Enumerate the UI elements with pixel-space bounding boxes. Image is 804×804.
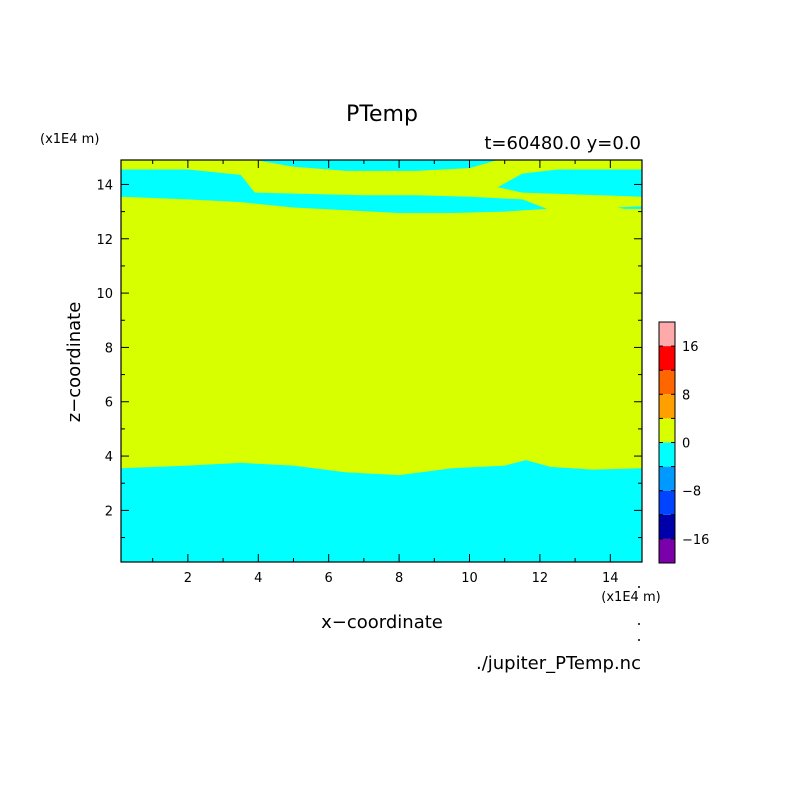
colorbar: −16 −8 0 8 16 <box>658 321 709 564</box>
x-tick-label: 6 <box>325 571 333 586</box>
x-tick-label: 12 <box>532 571 549 586</box>
colorbar-swatch <box>659 490 675 515</box>
colorbar-tick-label: 16 <box>682 340 699 355</box>
colorbar-tick-label: −8 <box>682 485 701 500</box>
region-negative-lower <box>121 460 642 562</box>
plot-border <box>120 159 643 563</box>
region-negative-upper <box>121 169 547 213</box>
y-unit-label: (x1E4 m) <box>40 132 99 147</box>
x-tick-label: 14 <box>602 571 619 586</box>
x-tick-label: 2 <box>184 571 192 586</box>
colorbar-swatch <box>659 466 675 491</box>
x-unit-label: (x1E4 m) <box>601 590 660 605</box>
colorbar-swatch <box>659 418 675 443</box>
colorbar-swatch <box>659 394 675 419</box>
y-tick-label: 12 <box>96 233 113 248</box>
marker-dot <box>638 586 640 588</box>
plot-area <box>121 160 642 562</box>
chart-title: PTemp <box>346 102 418 127</box>
colorbar-swatch <box>659 538 675 563</box>
chart-subtitle: t=60480.0 y=0.0 <box>484 133 641 154</box>
y-tick-label: 14 <box>96 178 113 193</box>
y-tick-label: 4 <box>105 450 113 465</box>
x-tick-label: 4 <box>254 571 262 586</box>
y-tick-label: 2 <box>105 504 113 519</box>
colorbar-tick-label: 8 <box>682 388 690 403</box>
y-axis: 2 4 6 8 10 12 14 <box>96 178 642 539</box>
x-axis-label: x−coordinate <box>321 612 443 633</box>
colorbar-tick-label: −16 <box>682 533 709 548</box>
y-tick-label: 8 <box>105 341 113 356</box>
region-negative-top <box>254 160 498 171</box>
y-tick-label: 6 <box>105 396 113 411</box>
plot-frame <box>120 159 643 563</box>
source-label: ./jupiter_PTemp.nc <box>476 653 641 674</box>
region-negative-upper-right <box>497 169 642 197</box>
x-axis: 2 4 6 8 10 12 14 <box>152 160 619 586</box>
x-tick-label: 8 <box>395 571 403 586</box>
marker-dot <box>638 623 640 625</box>
y-tick-label: 10 <box>96 287 113 302</box>
marker-dot <box>638 639 640 641</box>
colorbar-swatch <box>659 442 675 467</box>
colorbar-tick-label: 0 <box>682 437 690 452</box>
x-tick-label: 10 <box>461 571 478 586</box>
colorbar-swatch <box>659 322 675 347</box>
region-negative-patch <box>617 206 642 209</box>
colorbar-swatch <box>659 346 675 371</box>
colorbar-swatch <box>659 514 675 539</box>
y-axis-label: z−coordinate <box>64 302 85 423</box>
colorbar-swatch <box>659 370 675 395</box>
